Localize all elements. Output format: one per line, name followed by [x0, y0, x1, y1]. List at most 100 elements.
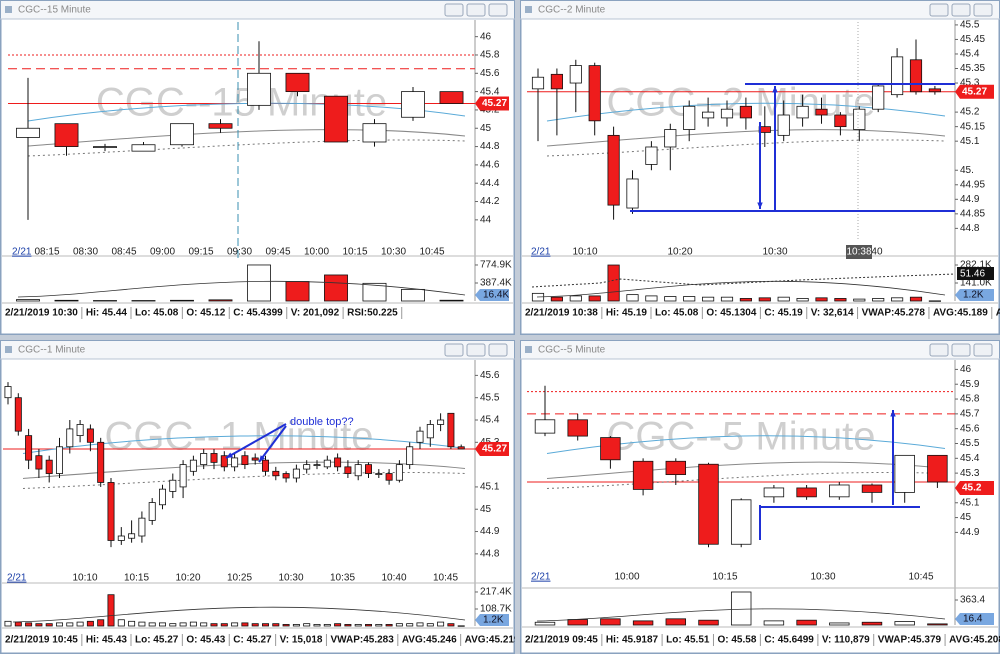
status-item: C: 45.4399: [233, 308, 283, 319]
candle-body: [138, 517, 146, 537]
title-bar: [1, 341, 514, 359]
candle-body: [313, 464, 321, 467]
candle-body: [406, 446, 414, 466]
cursor-time: 10:38: [846, 247, 871, 258]
indicator-line: [531, 273, 956, 288]
candle-body: [128, 533, 136, 539]
candle-body: [14, 397, 22, 432]
volume-bar: [645, 295, 658, 302]
candle-body: [282, 473, 290, 479]
candle-body: [231, 457, 239, 468]
volume-bar: [550, 296, 563, 302]
volume-bar: [208, 299, 233, 302]
maximize-button[interactable]: [951, 343, 971, 357]
candle-body: [730, 499, 752, 545]
y-tick-label: 44.4: [480, 178, 500, 189]
candle-body: [362, 123, 387, 143]
arrow-head: [757, 202, 763, 209]
candle-body: [607, 134, 620, 206]
price-badge-label: 45.27: [962, 86, 987, 97]
y-tick-label: 46: [480, 31, 492, 42]
candle-body: [439, 91, 464, 104]
candle-body: [25, 435, 33, 461]
volume-bar: [416, 622, 424, 627]
status-item: Lo: 45.08: [135, 308, 179, 319]
status-item: VWAP:45.283: [330, 635, 394, 646]
volume-bar: [170, 299, 194, 302]
volume-bar: [86, 620, 94, 627]
close-button[interactable]: [488, 343, 508, 357]
status-item: 2/21/2019 09:45: [525, 635, 598, 646]
minimize-button[interactable]: [444, 343, 464, 357]
y-tick-label: 45.: [960, 165, 974, 176]
volume-bar: [231, 622, 239, 627]
y-tick-label: 45.5: [480, 392, 500, 403]
volume-bar: [457, 625, 465, 627]
title-bar: [521, 1, 999, 19]
candle-body: [567, 419, 588, 437]
minimize-button[interactable]: [929, 3, 949, 17]
candle-body: [777, 114, 790, 136]
close-button[interactable]: [973, 3, 993, 17]
volume-tick-label: 363.4: [960, 595, 985, 606]
candle-body: [447, 412, 455, 448]
maximize-button[interactable]: [951, 3, 971, 17]
volume-bar: [739, 298, 752, 302]
status-item: O: 45.43: [186, 635, 225, 646]
volume-bar: [362, 282, 387, 302]
candle-body: [416, 430, 424, 443]
minimize-button[interactable]: [929, 343, 949, 357]
status-item: Lo: 45.08: [655, 308, 699, 319]
x-tick-label: 09:15: [188, 247, 213, 258]
candle-body: [272, 470, 280, 477]
x-tick-label: 10:10: [572, 247, 597, 258]
maximize-button[interactable]: [466, 343, 486, 357]
candle-body: [241, 455, 249, 466]
x-tick-label: 09:30: [227, 247, 252, 258]
candle-body: [588, 65, 601, 122]
price-badge-label: 45.2: [962, 483, 982, 494]
candle-body: [550, 73, 563, 90]
minimize-button[interactable]: [444, 3, 464, 17]
candle-body: [247, 72, 271, 106]
volume-badge-label: 1.2K: [963, 290, 984, 301]
candle-body: [54, 123, 79, 147]
y-tick-label: 45.45: [960, 34, 985, 45]
volume-bar: [4, 620, 12, 627]
candle-body: [531, 76, 545, 90]
candle-body: [385, 473, 393, 481]
candle-body: [365, 464, 372, 474]
window-title: CGC--5 Minute: [538, 345, 606, 356]
volume-bar: [600, 618, 621, 626]
volume-bar: [853, 298, 866, 302]
y-tick-label: 44.6: [480, 160, 500, 171]
candle-body: [56, 446, 63, 474]
close-button[interactable]: [488, 3, 508, 17]
close-button[interactable]: [973, 343, 993, 357]
title-bar: [521, 341, 999, 359]
candle-body: [170, 123, 194, 146]
volume-bar: [375, 624, 383, 627]
candle-body: [76, 424, 84, 437]
status-item: V: 15,018: [280, 635, 323, 646]
arrow-head: [772, 86, 778, 93]
candle-body: [664, 129, 677, 148]
volume-bar: [588, 295, 601, 302]
y-tick-label: 45.6: [480, 68, 500, 79]
x-tick-label: 09:45: [265, 247, 290, 258]
candle-body: [334, 457, 342, 468]
volume-bar: [220, 623, 228, 627]
maximize-button[interactable]: [466, 3, 486, 17]
y-tick-label: 45.6: [480, 370, 500, 381]
volume-bar: [169, 623, 177, 627]
window-frame: [520, 340, 1000, 654]
volume-badge: [475, 614, 509, 626]
y-tick-label: 44.8: [480, 141, 500, 152]
date-label: 2/21: [7, 573, 27, 584]
volume-bar: [829, 622, 850, 626]
volume-bar: [426, 623, 434, 627]
status-item: C: 45.19: [764, 308, 803, 319]
y-tick-label: 44.9: [960, 194, 980, 205]
volume-badge: [955, 289, 994, 301]
candle-body: [354, 464, 362, 477]
